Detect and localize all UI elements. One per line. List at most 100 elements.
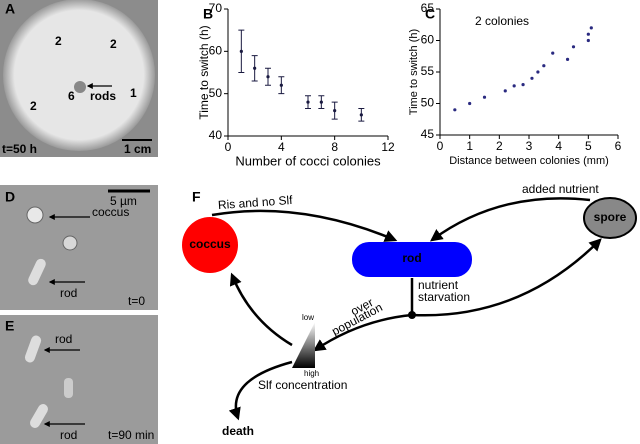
- point: [359, 113, 363, 117]
- gradient-low: low: [302, 313, 314, 322]
- y-tick-label: 50: [421, 96, 435, 110]
- y-axis-label: Time to switch (h): [197, 25, 211, 119]
- point: [589, 26, 593, 30]
- point: [503, 89, 507, 93]
- panel-label: B: [203, 6, 213, 22]
- y-tick-label: 45: [421, 127, 435, 141]
- gradient-label: Slf concentration: [258, 378, 347, 392]
- y-tick-label: 55: [421, 64, 435, 78]
- colony-count: 6: [68, 89, 75, 103]
- cell: [24, 335, 42, 363]
- colony-count: 2: [55, 34, 62, 48]
- colony-count: 2: [110, 37, 117, 51]
- point: [586, 38, 590, 43]
- point: [266, 75, 270, 79]
- arrow: [429, 197, 591, 242]
- point: [542, 64, 546, 68]
- point: [521, 83, 525, 87]
- x-tick-label: 12: [381, 140, 395, 154]
- photo-e: [0, 315, 158, 444]
- node-spore: [583, 197, 637, 239]
- gradient-triangle: [292, 322, 315, 368]
- colony-count: 1: [130, 86, 137, 100]
- node-label: death: [222, 424, 254, 438]
- gradient-high: high: [304, 369, 319, 378]
- cell: [26, 206, 44, 224]
- x-tick-label: 4: [555, 139, 562, 153]
- x-axis-label: Distance between colonies (mm): [449, 155, 609, 167]
- cell: [64, 378, 73, 398]
- point: [512, 84, 516, 88]
- point: [482, 95, 487, 99]
- label: rod: [60, 428, 77, 442]
- label: rod: [60, 286, 77, 300]
- panel-label: D: [5, 189, 15, 205]
- photo-d: [0, 185, 158, 310]
- point: [239, 49, 243, 53]
- y-tick-label: 60: [209, 44, 223, 58]
- edge-label: added nutrient: [522, 182, 599, 196]
- point: [319, 100, 323, 104]
- petri-dish: [3, 0, 155, 151]
- y-tick-label: 65: [421, 1, 435, 15]
- arrow: [411, 238, 602, 317]
- panel-label: A: [5, 1, 15, 17]
- panel-label: E: [5, 318, 14, 334]
- x-tick-label: 1: [466, 139, 473, 153]
- point: [586, 32, 590, 36]
- scale: 5 µm: [110, 194, 137, 208]
- time: t=0: [128, 294, 145, 308]
- label: rods: [90, 89, 116, 103]
- colony: [74, 81, 86, 93]
- arrow: [312, 313, 413, 352]
- label: coccus: [92, 205, 129, 219]
- label: rod: [55, 332, 72, 346]
- point: [536, 70, 540, 74]
- edge-label: Ris and no Slf: [217, 193, 293, 212]
- time: t=90 min: [108, 428, 154, 442]
- x-tick-label: 6: [615, 139, 622, 153]
- x-tick-label: 8: [331, 140, 338, 154]
- point: [551, 51, 555, 55]
- y-tick-label: 50: [209, 86, 223, 100]
- node-label: coccus: [189, 237, 231, 251]
- cell: [62, 235, 78, 251]
- x-tick-label: 2: [496, 139, 503, 153]
- point: [306, 100, 310, 104]
- node-label: spore: [594, 210, 627, 224]
- panel-label: F: [192, 189, 201, 205]
- y-axis-label: Time to switch (h): [408, 29, 420, 115]
- y-tick-label: 60: [421, 33, 435, 47]
- x-tick-label: 4: [278, 140, 285, 154]
- x-tick-label: 3: [526, 139, 533, 153]
- cell: [28, 258, 46, 286]
- point: [565, 57, 570, 62]
- arrow: [229, 272, 293, 347]
- cell: [30, 404, 48, 428]
- point: [571, 45, 576, 49]
- edge-label: nutrient: [418, 278, 459, 292]
- scale: 1 cm: [124, 142, 151, 156]
- x-tick-label: 0: [437, 139, 444, 153]
- point: [530, 76, 534, 80]
- time: t=50 h: [2, 142, 37, 156]
- edge-label: starvation: [418, 290, 470, 304]
- colony-count: 2: [30, 99, 37, 113]
- node-rod: [352, 242, 472, 277]
- y-tick-label: 40: [209, 128, 223, 142]
- point: [279, 83, 283, 87]
- annotation: 2 colonies: [475, 14, 529, 28]
- point: [333, 109, 337, 113]
- point: [253, 66, 257, 70]
- x-axis-label: Number of cocci colonies: [235, 153, 381, 168]
- y-tick-label: 70: [209, 1, 223, 15]
- point: [468, 101, 472, 106]
- node-label: rod: [402, 251, 421, 265]
- arrow: [228, 360, 293, 421]
- x-tick-label: 0: [225, 140, 232, 154]
- point: [453, 108, 457, 112]
- arrow: [211, 209, 398, 242]
- x-tick-label: 5: [585, 139, 592, 153]
- node-coccus: [182, 217, 238, 273]
